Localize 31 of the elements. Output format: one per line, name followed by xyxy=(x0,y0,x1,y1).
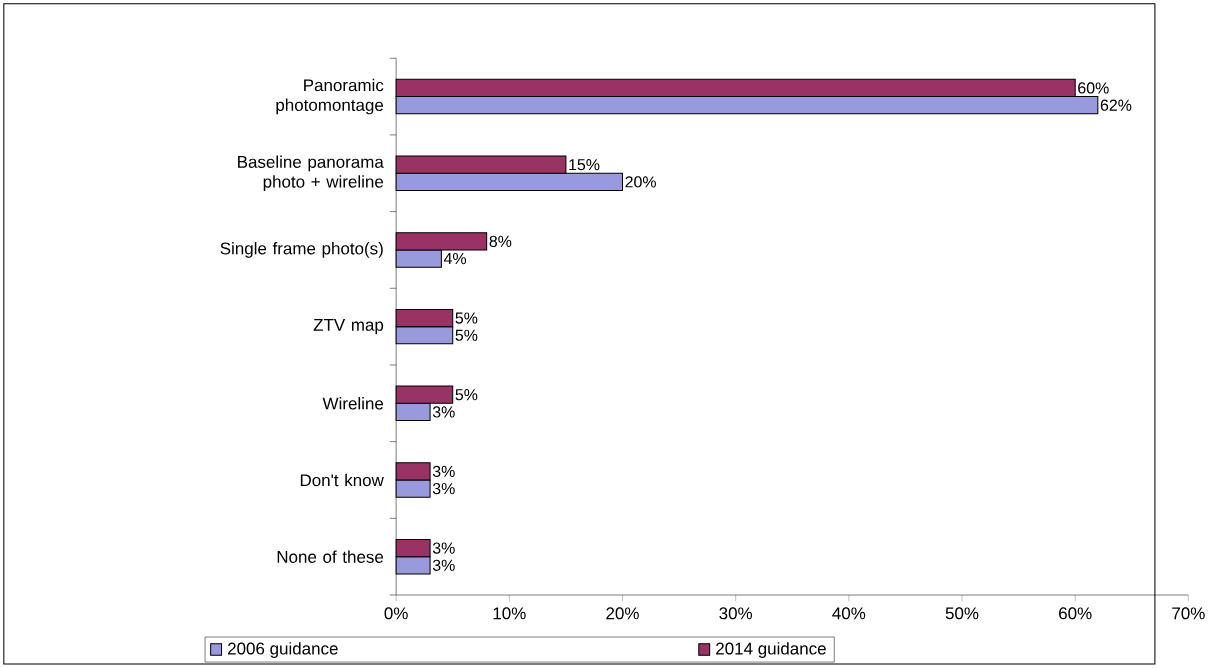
y-tick-label: Wireline xyxy=(322,397,384,410)
data-label: 3% xyxy=(432,465,455,478)
x-tick-label: 30% xyxy=(719,607,753,620)
y-tick-label: ZTV map xyxy=(313,319,384,335)
data-label: 5% xyxy=(455,329,478,341)
data-label: 60% xyxy=(1078,82,1109,94)
data-label: 5% xyxy=(455,389,478,401)
x-tick-label: 70% xyxy=(1172,607,1205,620)
x-tick-label: 20% xyxy=(606,607,639,620)
x-tick-label: 10% xyxy=(493,607,526,620)
y-tick-label: Single frame photo(s) xyxy=(220,242,383,258)
legend-label: 2006 guidance xyxy=(228,642,338,658)
y-tick-label: None of these xyxy=(277,550,384,563)
data-label: 3% xyxy=(432,406,455,418)
x-tick-label: 40% xyxy=(832,607,866,620)
data-label: 15% xyxy=(569,159,600,171)
data-label: 3% xyxy=(432,542,455,554)
data-label: 20% xyxy=(625,176,656,188)
y-tick-label: Baseline panorama photo + wireline xyxy=(238,155,384,192)
data-label: 3% xyxy=(432,559,455,571)
data-label: 5% xyxy=(455,312,478,324)
x-tick-label: 50% xyxy=(945,607,979,620)
data-label: 4% xyxy=(443,253,467,265)
data-label: 62% xyxy=(1100,99,1132,111)
x-tick-label: 60% xyxy=(1059,607,1092,620)
data-label: 3% xyxy=(432,483,455,495)
data-label: 8% xyxy=(489,235,512,248)
y-tick-label: Don't know xyxy=(300,473,384,487)
legend-label: 2014 guidance xyxy=(716,642,826,658)
x-tick-label: 0% xyxy=(384,607,408,620)
y-tick-label: Panoramic photomontage xyxy=(276,78,384,115)
